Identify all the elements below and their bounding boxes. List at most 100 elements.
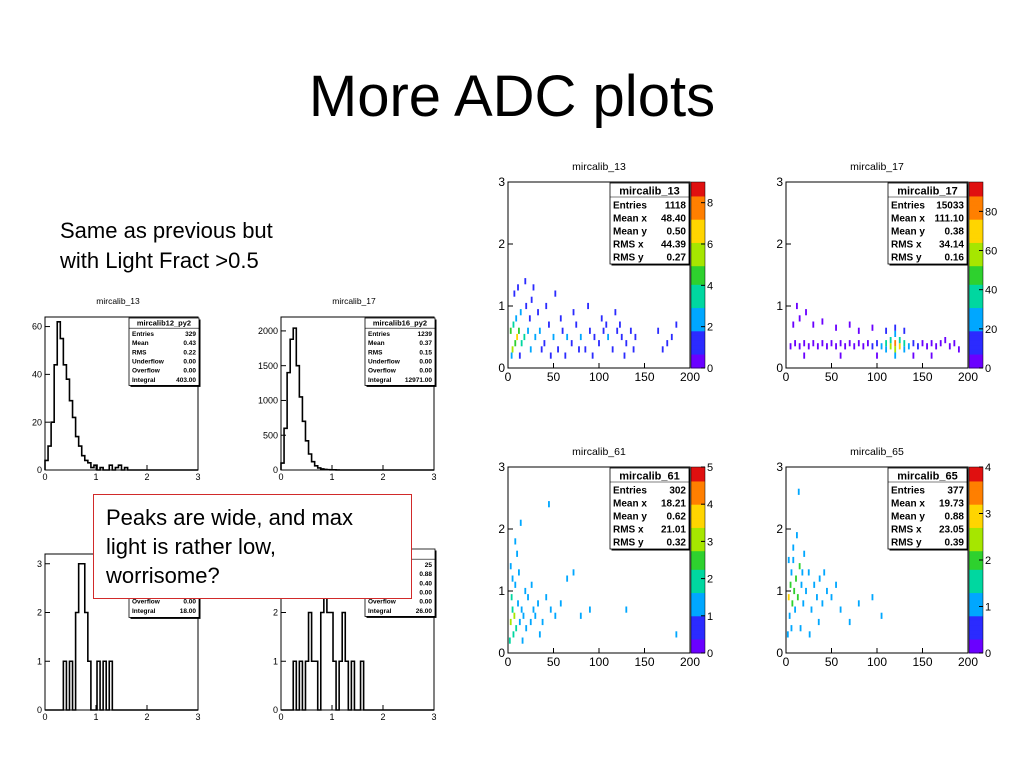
stats-title: mircalib12_py2 [137,319,191,328]
heatmap-cell [930,352,933,359]
color-scale-step [691,569,705,575]
color-scale-step [691,499,705,505]
color-scale-step [691,340,705,346]
heatmap-cell [566,575,569,582]
color-scale-step [969,228,983,234]
color-scale-step [691,242,705,248]
plot-title: mircalib_13 [96,296,140,306]
color-scale-step [691,485,705,491]
z-tick-label: 4 [707,499,713,511]
heatmap-cell [794,340,797,347]
heatmap-cell [921,340,924,347]
heatmap-cell [540,346,543,353]
y-tick-label: 3 [498,175,505,189]
stats-value: 0.50 [667,227,687,238]
color-scale-step [691,298,705,304]
plot-frame [44,316,199,471]
color-scale-step [969,335,983,341]
color-scale-step [691,228,705,234]
y-tick-label: 2000 [258,326,278,336]
x-tick-label: 50 [825,370,839,384]
heatmap-cell [813,581,816,588]
heatmap-cells [509,278,678,359]
stats-value: 0.00 [419,599,432,606]
y-tick-label: 0 [776,361,783,375]
color-scale-step [691,634,705,640]
color-scale-step [969,629,983,635]
color-scale-step [969,191,983,197]
x-tick-label: 1 [93,712,98,722]
heatmap-cell [818,575,821,582]
heatmap-cell [821,318,824,325]
y-tick-label: 0 [498,646,505,660]
heatmap-cell [520,606,523,613]
heatmap-cell [786,631,789,638]
heatmap-cell [807,569,810,576]
heatmap-cell [903,340,906,347]
color-scale-step [691,261,705,267]
color-scale-step [691,587,705,594]
y-tick-label: 3 [498,460,505,474]
heatmap-cell [511,575,514,582]
heatmap-cell [549,352,552,359]
heatmap-cell [839,340,842,347]
color-scale-step [969,513,983,519]
z-tick-label: 2 [707,574,713,586]
heatmap-cell [514,340,517,347]
heatmap-mircalib-17: mircalib_17 0 50 100 150 200 0 1 2 3 0 20 40 60 80 mirc… [776,161,997,384]
x-tick-label: 2 [380,712,385,722]
color-scale-step [691,550,705,556]
heatmap-cell [912,340,915,347]
heatmap-cell [611,346,614,353]
heatmap-cell [930,340,933,347]
x-tick-label: 2 [144,472,149,482]
heatmap-mircalib-61: mircalib_61 0 50 100 150 200 0 1 2 3 0 1 2 3 4 5 mircali… [498,446,713,669]
color-scale-step [691,265,705,271]
color-scale-step [969,555,983,561]
heatmap-cell [894,324,897,331]
y-tick-label: 3 [37,559,42,569]
heatmap-cell [548,321,550,328]
z-tick-label: 6 [707,239,713,251]
heatmap-cell [800,581,803,588]
color-scale-step [969,550,983,556]
heatmap-cell [805,309,807,316]
stats-label: Integral [132,377,156,384]
heatmap-cell [530,581,533,588]
stats-label: Underflow [132,359,165,366]
heatmap-cell [529,618,532,626]
stats-label: RMS y [613,253,644,264]
stats-label: Mean y [613,512,647,523]
color-scale-step [969,490,983,496]
color-scale-step [691,312,705,318]
heatmap-cell [816,594,818,601]
y-tick-label: 3 [776,460,783,474]
heatmap-cell [794,606,797,613]
color-scale-step [691,275,705,281]
color-scale-step [969,578,983,584]
x-tick-label: 200 [958,655,978,669]
x-tick-label: 200 [680,655,700,669]
y-tick-label: 0 [273,705,278,715]
heatmap-cell [807,343,810,350]
heatmap-cell [805,587,807,595]
heatmap-cell [787,594,790,601]
stats-label: Underflow [368,359,401,366]
stats-value: 0.00 [419,590,432,597]
z-tick-label: 20 [985,324,997,336]
heatmap-cell [538,327,541,334]
heatmap-cell [808,631,811,638]
heatmap-cell [632,346,635,353]
x-tick-label: 150 [634,370,654,384]
heatmap-cell [812,321,815,328]
color-scale-step [969,219,983,225]
heatmap-cell [926,343,928,350]
stats-value: 12971.00 [405,377,432,384]
y-tick-label: 60 [32,322,42,332]
color-scale-step [691,182,705,188]
color-scale-step [969,237,983,243]
stats-label: Mean x [613,214,647,225]
z-tick-label: 1 [985,602,991,614]
color-scale-step [691,256,705,262]
heatmap-cell [797,488,800,495]
